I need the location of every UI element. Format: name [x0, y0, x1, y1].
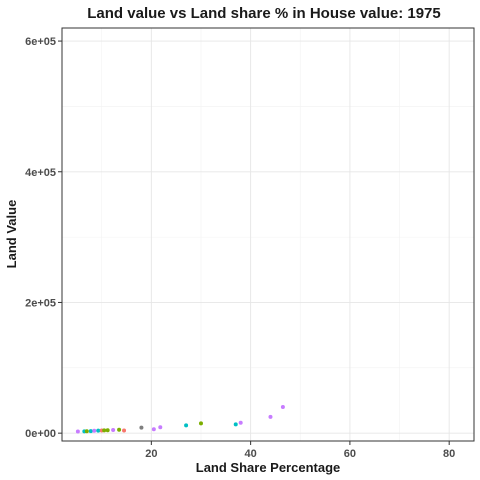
- x-tick-label: 20: [145, 448, 157, 460]
- data-point: [88, 429, 93, 434]
- x-axis-title: Land Share Percentage: [196, 460, 341, 475]
- data-point: [84, 429, 89, 434]
- data-point: [96, 428, 101, 433]
- y-tick-label: 6e+05: [25, 36, 56, 48]
- y-tick-label: 0e+00: [25, 428, 56, 440]
- data-point: [238, 420, 243, 425]
- data-point: [233, 422, 238, 427]
- grid: [62, 28, 474, 441]
- data-point: [122, 428, 127, 433]
- data-point: [184, 423, 189, 428]
- data-point: [198, 421, 203, 426]
- x-axis: 20 40 60 80: [145, 441, 455, 460]
- data-points: [75, 405, 285, 434]
- x-tick-label: 60: [344, 448, 356, 460]
- data-point: [75, 429, 80, 434]
- data-point: [111, 428, 116, 433]
- data-point: [151, 427, 156, 432]
- x-tick-label: 40: [245, 448, 257, 460]
- data-point: [117, 427, 122, 432]
- data-point: [268, 414, 273, 419]
- x-tick-label: 80: [443, 448, 455, 460]
- data-point: [105, 428, 110, 433]
- data-point: [280, 405, 285, 410]
- y-axis-title: Land Value: [4, 200, 19, 269]
- data-point: [139, 425, 144, 430]
- y-tick-label: 4e+05: [25, 167, 56, 179]
- data-point: [102, 428, 107, 433]
- y-tick-label: 2e+05: [25, 297, 56, 309]
- data-point: [158, 425, 163, 430]
- y-axis: 0e+00 2e+05 4e+05 6e+05: [25, 36, 62, 440]
- data-point: [92, 428, 97, 433]
- chart-title: Land value vs Land share % in House valu…: [87, 5, 440, 22]
- plot-panel: [61, 27, 475, 442]
